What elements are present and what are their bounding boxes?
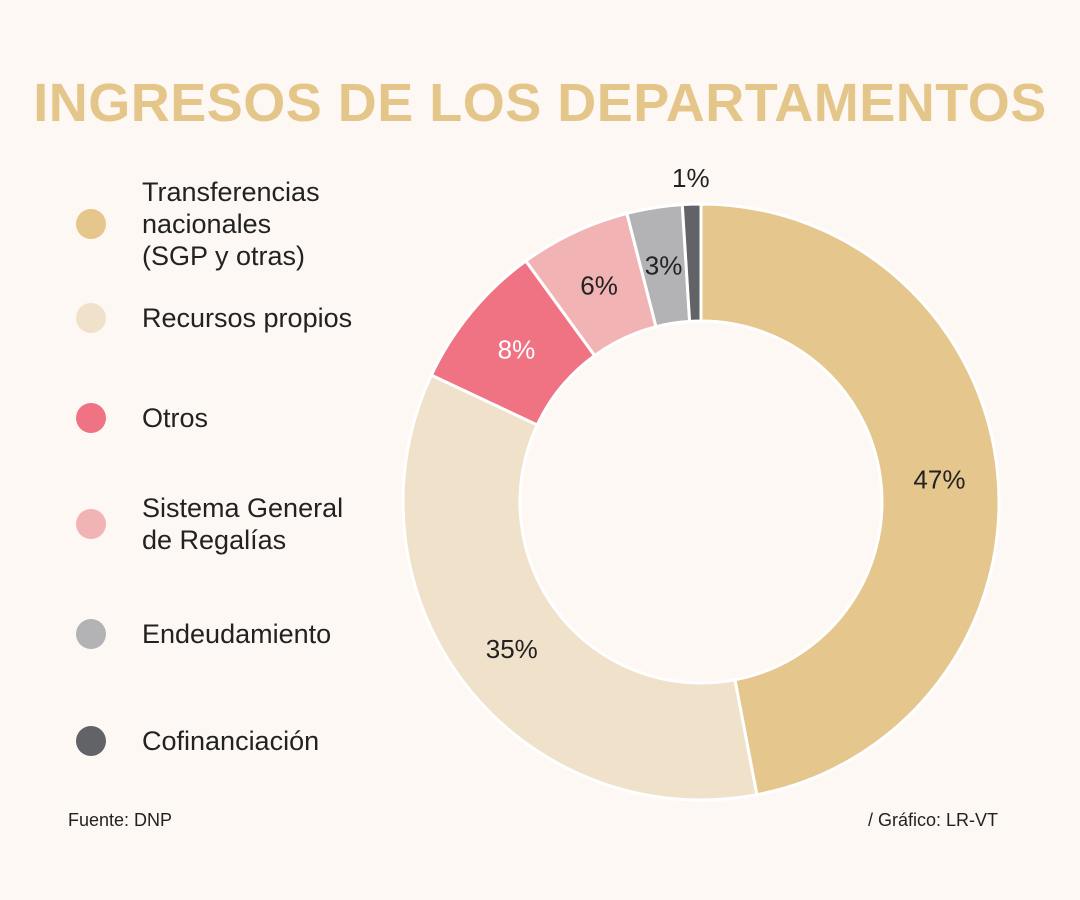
legend-swatch-transferencias bbox=[76, 209, 106, 239]
legend-swatch-recursos-propios bbox=[76, 303, 106, 333]
data-label-endeudamiento: 3% bbox=[645, 250, 683, 280]
legend-label-otros: Otros bbox=[142, 403, 209, 433]
legend-swatch-otros bbox=[76, 403, 106, 433]
data-label-regalias: 6% bbox=[580, 270, 618, 300]
data-label-recursos-propios: 35% bbox=[486, 634, 538, 664]
legend-item-otros: Otros bbox=[76, 402, 456, 434]
legend-swatch-endeudamiento bbox=[76, 619, 106, 649]
slice-transferencias bbox=[699, 202, 1001, 797]
legend-label-endeudamiento: Endeudamiento bbox=[142, 619, 332, 649]
legend-label-transferencias: Transferencias nacionales (SGP y otras) bbox=[142, 177, 320, 271]
slice-cofinanciacion bbox=[680, 202, 703, 323]
chart-title: INGRESOS DE LOS DEPARTAMENTOS bbox=[33, 73, 1047, 133]
legend-swatch-regalias bbox=[76, 509, 106, 539]
legend-swatch-cofinanciacion bbox=[76, 726, 106, 756]
source-note: Fuente: DNP bbox=[68, 810, 173, 830]
credit-note: / Gráfico: LR-VT bbox=[868, 810, 999, 830]
legend-label-recursos-propios: Recursos propios bbox=[142, 303, 353, 333]
data-label-otros: 8% bbox=[498, 334, 536, 364]
legend-label-regalias: Sistema General de Regalías bbox=[142, 493, 344, 555]
legend-item-cofinanciacion: Cofinanciación bbox=[76, 725, 456, 757]
legend-item-regalias: Sistema General de Regalías bbox=[76, 492, 456, 556]
data-label-transferencias: 47% bbox=[913, 464, 965, 494]
legend-item-recursos-propios: Recursos propios bbox=[76, 302, 456, 334]
legend-item-transferencias: Transferencias nacionales (SGP y otras) bbox=[76, 176, 456, 272]
legend-item-endeudamiento: Endeudamiento bbox=[76, 618, 456, 650]
legend-label-cofinanciacion: Cofinanciación bbox=[142, 726, 320, 756]
slice-recursos-propios bbox=[401, 373, 759, 802]
data-label-cofinanciacion: 1% bbox=[672, 163, 710, 193]
